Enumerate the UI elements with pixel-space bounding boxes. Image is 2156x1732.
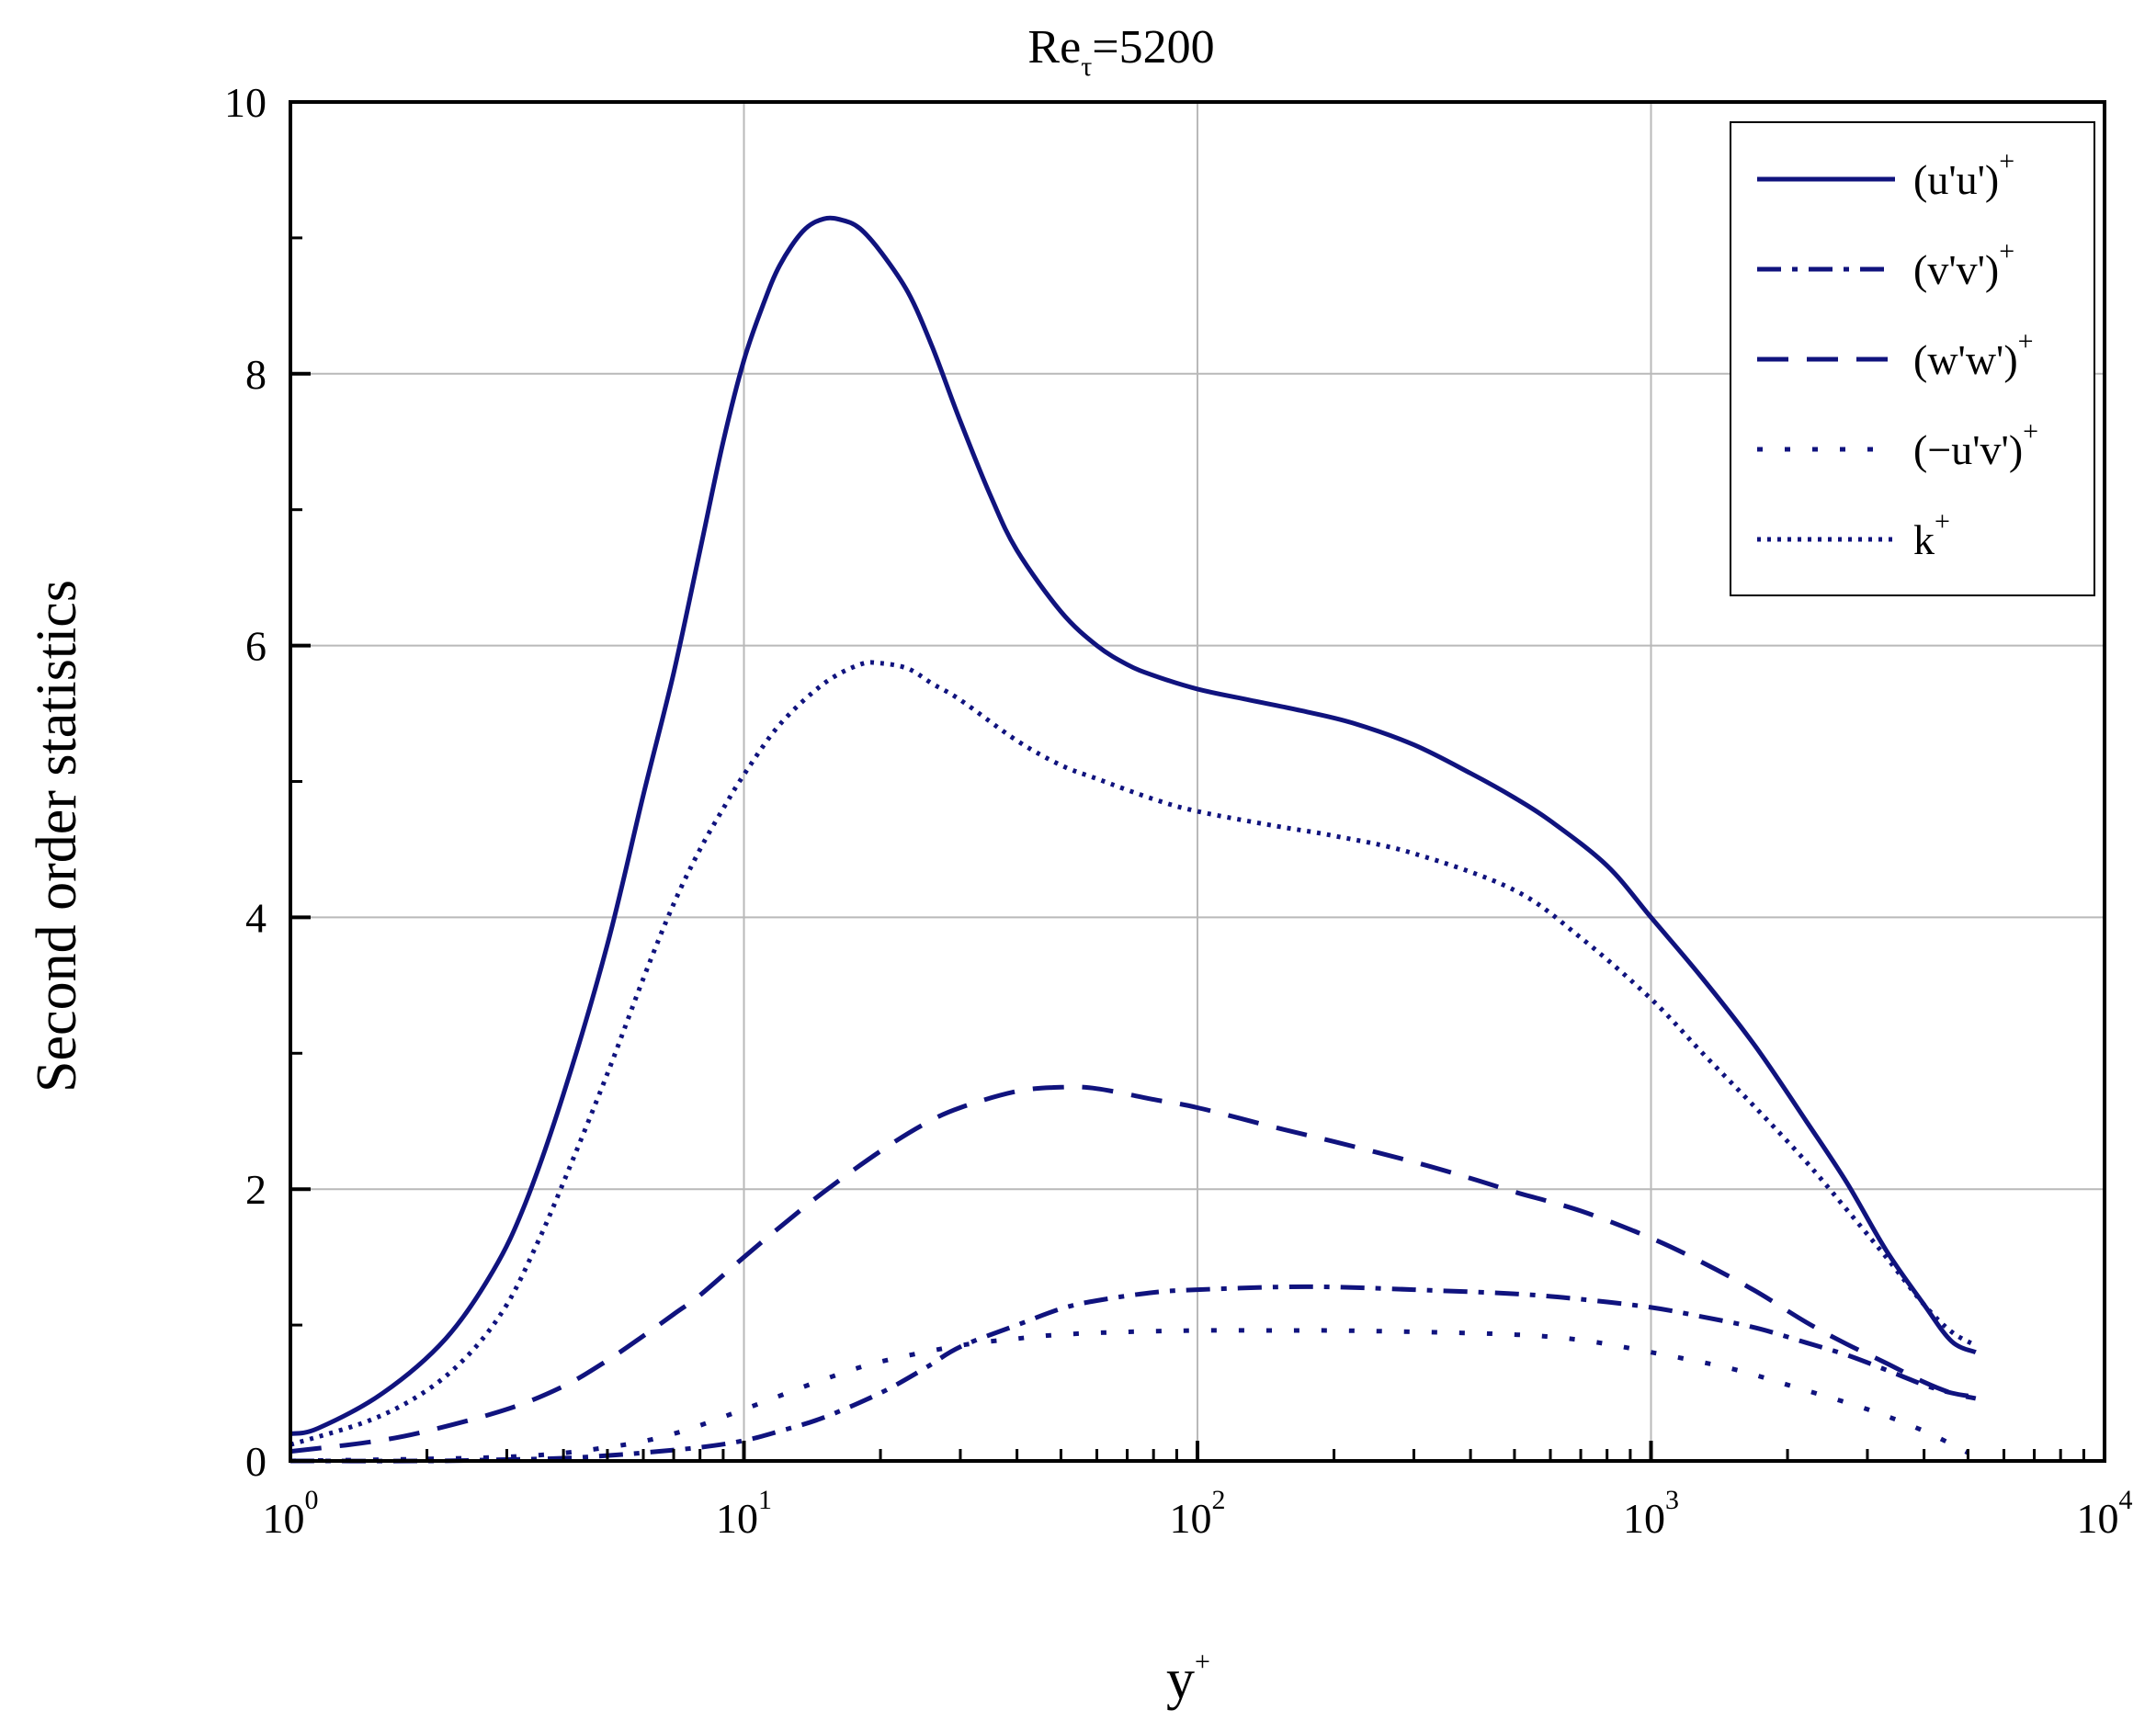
x-tick-label-base: 10 <box>716 1495 758 1542</box>
legend-label-name: (v'v') <box>1913 246 1999 293</box>
chart-title: Reτ=5200 <box>1027 21 1214 82</box>
y-tick-label: 2 <box>245 1166 267 1213</box>
x-tick-label: 100 <box>263 1485 319 1542</box>
legend-label-ww: (w'w')+ <box>1913 326 2034 383</box>
legend: (u'u')+(v'v')+(w'w')+(−u'v')+k+ <box>1730 121 2095 596</box>
x-tick-label-base: 10 <box>1170 1495 1212 1542</box>
series-line-vv <box>289 1284 1977 1464</box>
x-tick-label-exp: 3 <box>1665 1485 1679 1515</box>
x-tick-label: 102 <box>1170 1485 1226 1542</box>
legend-box <box>1730 121 2095 596</box>
x-tick-label: 101 <box>716 1485 772 1542</box>
legend-label-sup: + <box>1999 236 2014 266</box>
legend-label-name: (u'u') <box>1913 156 1999 203</box>
chart-title-subscript: τ <box>1081 51 1092 82</box>
chart-title-main: Re <box>1027 21 1081 74</box>
y-tick-label: 8 <box>245 351 267 398</box>
y-tick-label: 0 <box>245 1438 267 1485</box>
series-line-uu <box>289 215 1977 1436</box>
x-tick-label: 104 <box>2077 1485 2133 1542</box>
x-tick-label-exp: 0 <box>305 1485 319 1515</box>
y-tick-label: 4 <box>245 894 267 941</box>
series-layer <box>289 215 1978 1464</box>
series-line-k <box>289 660 1978 1447</box>
legend-label-name: (−u'v') <box>1913 426 2023 473</box>
x-tick-label-exp: 1 <box>758 1485 772 1515</box>
x-tick-label: 103 <box>1623 1485 1679 1542</box>
series-line-uv <box>289 1328 1969 1464</box>
chart-title-rest: =5200 <box>1092 21 1214 74</box>
legend-label-sup: + <box>1935 506 1950 537</box>
x-axis-title-sup: + <box>1195 1647 1210 1677</box>
legend-label-sup: + <box>1999 146 2014 176</box>
y-tick-label: 6 <box>245 623 267 670</box>
legend-label-vv: (v'v')+ <box>1913 236 2014 293</box>
x-axis-title-main: y <box>1166 1648 1195 1711</box>
y-axis-title: Second order statistics <box>26 580 88 1092</box>
x-tick-label-exp: 4 <box>2119 1485 2133 1515</box>
x-tick-label-base: 10 <box>1623 1495 1665 1542</box>
x-axis-title: y+ <box>1166 1647 1210 1711</box>
ticks <box>289 100 2106 1463</box>
x-tick-label-base: 10 <box>2077 1495 2119 1542</box>
legend-label-name: (w'w') <box>1913 336 2018 383</box>
legend-label-uu: (u'u')+ <box>1913 146 2014 203</box>
y-tick-label: 10 <box>224 79 267 126</box>
x-tick-label-base: 10 <box>263 1495 305 1542</box>
legend-label-sup: + <box>2023 416 2038 447</box>
x-tick-label-exp: 2 <box>1212 1485 1226 1515</box>
legend-label-uv: (−u'v')+ <box>1913 416 2038 473</box>
legend-label-name: k <box>1913 516 1935 563</box>
legend-label-sup: + <box>2018 326 2034 357</box>
legend-label-k: k+ <box>1913 506 1950 563</box>
grid <box>290 102 2105 1461</box>
series-line-ww <box>289 1084 1977 1455</box>
